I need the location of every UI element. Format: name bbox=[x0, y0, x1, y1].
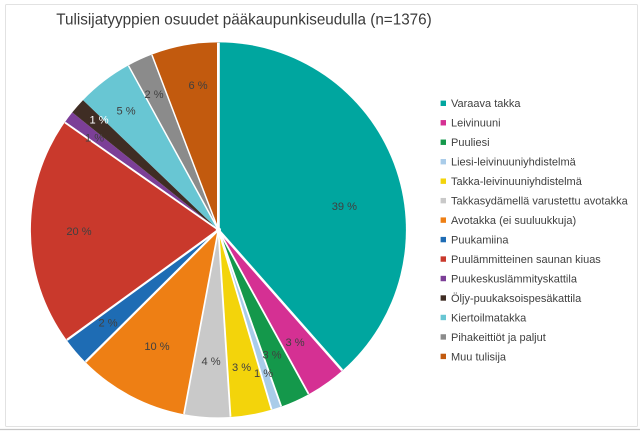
svg-text:Pihakeittiöt ja paljut: Pihakeittiöt ja paljut bbox=[451, 332, 546, 344]
svg-text:Varaava takka: Varaava takka bbox=[451, 98, 521, 110]
svg-text:1 %: 1 % bbox=[89, 115, 108, 127]
svg-text:4 %: 4 % bbox=[201, 356, 220, 368]
svg-text:3 %: 3 % bbox=[285, 337, 304, 349]
svg-text:Avotakka (ei suuluukkuja): Avotakka (ei suuluukkuja) bbox=[451, 215, 576, 227]
svg-text:Takka-leivinuuniyhdistelmä: Takka-leivinuuniyhdistelmä bbox=[451, 176, 583, 188]
svg-text:1 %: 1 % bbox=[85, 133, 104, 145]
svg-text:Puukamiina: Puukamiina bbox=[451, 234, 509, 246]
svg-text:5 %: 5 % bbox=[116, 106, 135, 118]
svg-text:Puulämmitteinen saunan kiuas: Puulämmitteinen saunan kiuas bbox=[451, 254, 601, 266]
svg-text:6 %: 6 % bbox=[188, 80, 207, 92]
svg-text:10 %: 10 % bbox=[144, 341, 169, 353]
svg-text:Tulisijatyyppien osuudet pääka: Tulisijatyyppien osuudet pääkaupunkiseud… bbox=[56, 12, 431, 29]
svg-text:39 %: 39 % bbox=[332, 201, 357, 213]
svg-text:20 %: 20 % bbox=[66, 226, 91, 238]
svg-text:3 %: 3 % bbox=[232, 362, 251, 374]
svg-text:Leivinuuni: Leivinuuni bbox=[451, 118, 501, 130]
svg-text:Puuliesi: Puuliesi bbox=[451, 137, 490, 149]
svg-text:1 %: 1 % bbox=[254, 368, 273, 380]
svg-text:2 %: 2 % bbox=[144, 89, 163, 101]
svg-text:Kiertoilmatakka: Kiertoilmatakka bbox=[451, 312, 527, 324]
svg-text:2 %: 2 % bbox=[98, 318, 117, 330]
svg-text:Öljy-puukaksoispesäkattila: Öljy-puukaksoispesäkattila bbox=[451, 293, 582, 305]
svg-text:Takkasydämellä varustettu avot: Takkasydämellä varustettu avotakka bbox=[451, 196, 629, 208]
svg-text:Puukeskuslämmityskattila: Puukeskuslämmityskattila bbox=[451, 273, 578, 285]
svg-text:3 %: 3 % bbox=[262, 350, 281, 362]
svg-text:Liesi-leivinuuniyhdistelmä: Liesi-leivinuuniyhdistelmä bbox=[451, 157, 577, 169]
svg-text:Muu tulisija: Muu tulisija bbox=[451, 351, 507, 363]
